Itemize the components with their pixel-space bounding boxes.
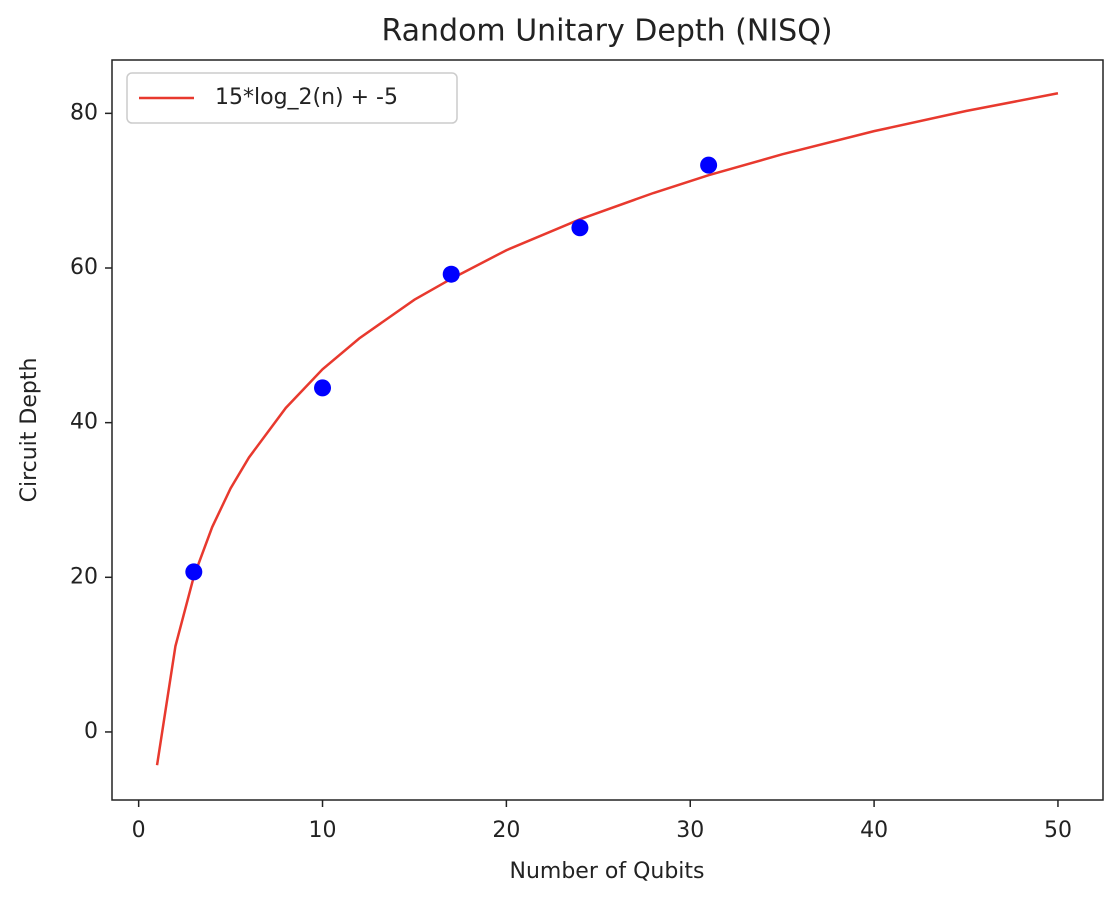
y-tick-label: 20 [70,564,98,589]
data-point [700,156,718,174]
x-tick-label: 0 [132,818,146,843]
legend-label: 15*log_2(n) + -5 [215,85,398,110]
y-tick-label: 60 [70,255,98,280]
chart-title: Random Unitary Depth (NISQ) [381,14,832,49]
data-point [442,265,460,283]
plot-frame [111,59,1104,801]
data-point [185,563,203,581]
data-point [314,379,332,397]
legend-box [126,72,458,124]
y-tick-label: 80 [70,100,98,125]
x-tick-label: 20 [492,818,520,843]
x-tick-label: 10 [309,818,337,843]
data-point [571,219,589,237]
y-tick-label: 0 [84,719,98,744]
y-axis-label: Circuit Depth [17,358,42,503]
x-tick-label: 30 [676,818,704,843]
fit-line [155,92,1059,766]
x-tick-label: 50 [1044,818,1072,843]
x-axis-label: Number of Qubits [510,859,705,884]
y-tick-label: 40 [70,410,98,435]
x-tick-label: 40 [860,818,888,843]
